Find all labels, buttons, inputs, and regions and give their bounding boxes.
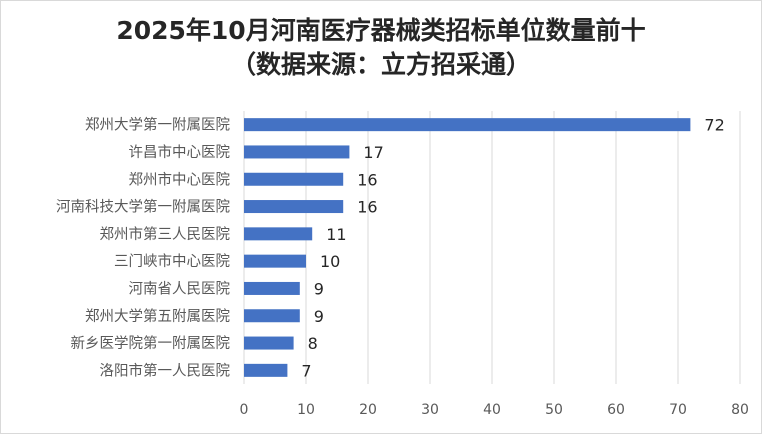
x-tick-label: 70 <box>669 402 687 418</box>
bar <box>244 118 691 132</box>
value-label: 8 <box>308 334 318 353</box>
bar <box>244 172 344 186</box>
bar <box>244 227 313 241</box>
category-label: 郑州大学第一附属医院 <box>85 116 230 134</box>
x-tick-label: 40 <box>483 402 501 418</box>
category-label: 河南科技大学第一附属医院 <box>56 198 230 216</box>
category-label: 新乡医学院第一附属医院 <box>71 334 231 352</box>
bar <box>244 254 306 268</box>
bar <box>244 336 294 350</box>
chart-subtitle: （数据来源：立方招采通） <box>230 50 531 79</box>
category-label: 许昌市中心医院 <box>129 144 231 161</box>
bars <box>244 118 691 377</box>
x-tick-label: 20 <box>359 402 377 418</box>
category-label: 郑州市中心医院 <box>129 171 231 188</box>
category-labels: 郑州大学第一附属医院许昌市中心医院郑州市中心医院河南科技大学第一附属医院郑州市第… <box>56 116 230 380</box>
x-tick-label: 50 <box>545 402 563 418</box>
chart-title: 2025年10月河南医疗器械类招标单位数量前十 <box>116 16 646 45</box>
value-label: 72 <box>704 116 724 135</box>
category-label: 郑州市第三人民医院 <box>100 225 231 243</box>
value-label: 16 <box>357 198 377 217</box>
value-label: 10 <box>320 252 340 271</box>
bar <box>244 309 300 323</box>
value-labels: 72 17 16 16 11 10 9 9 8 7 <box>301 116 724 381</box>
bar <box>244 145 350 159</box>
bar <box>244 363 288 377</box>
value-label: 16 <box>357 170 377 189</box>
x-tick-label: 30 <box>421 402 439 418</box>
value-label: 17 <box>363 143 383 162</box>
value-label: 7 <box>301 361 311 380</box>
value-label: 9 <box>314 279 324 298</box>
bar <box>244 200 344 214</box>
category-label: 郑州大学第五附属医院 <box>85 307 230 325</box>
x-tick-label: 80 <box>731 402 749 418</box>
value-label: 11 <box>326 225 346 244</box>
bar <box>244 281 300 295</box>
category-label: 三门峡市中心医院 <box>114 253 230 270</box>
x-tick-labels: 0 10 20 30 40 50 60 70 80 <box>240 402 749 418</box>
x-tick-label: 0 <box>240 402 249 418</box>
value-label: 9 <box>314 307 324 326</box>
x-tick-label: 10 <box>297 402 315 418</box>
x-tick-label: 60 <box>607 402 625 418</box>
category-label: 河南省人民医院 <box>129 280 231 297</box>
category-label: 洛阳市第一人民医院 <box>100 361 231 379</box>
